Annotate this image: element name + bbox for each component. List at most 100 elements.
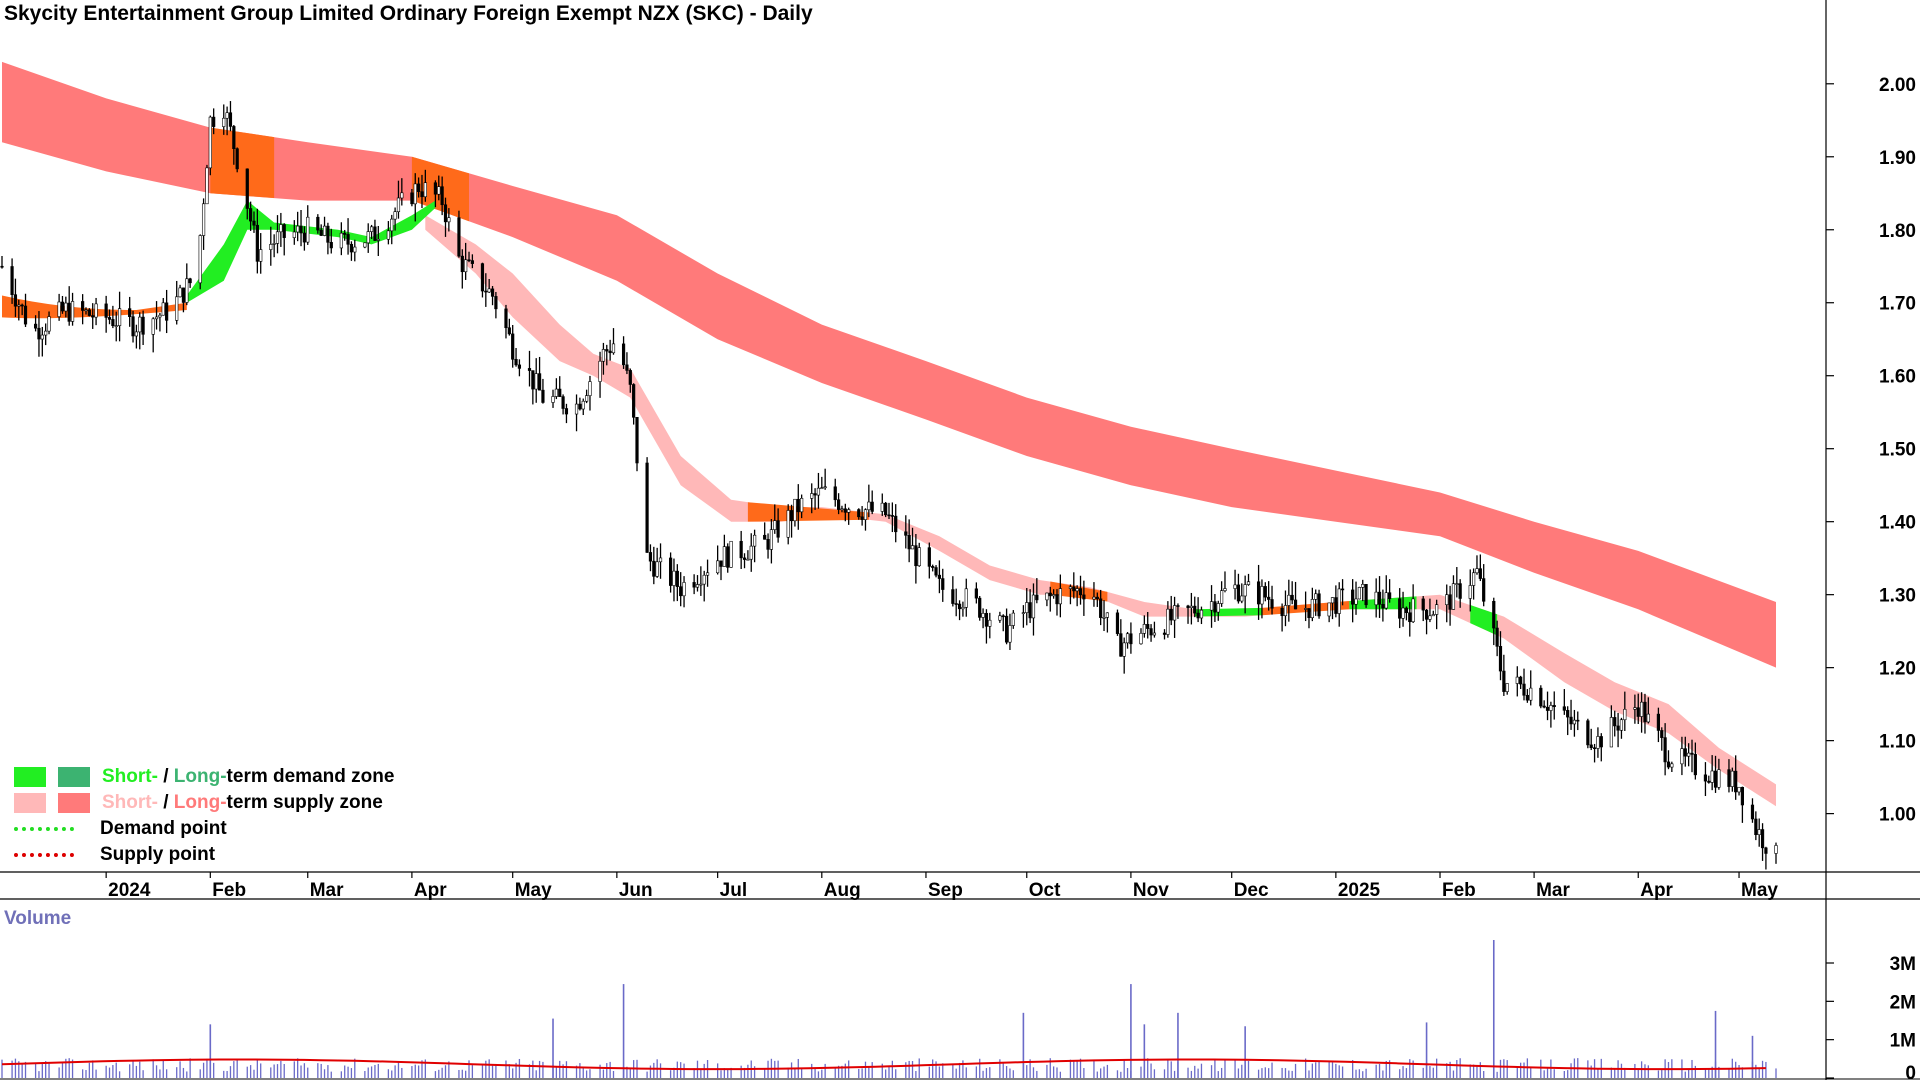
x-tick-label: Apr <box>414 880 447 901</box>
price-candle <box>695 584 700 588</box>
price-candle <box>1240 595 1244 602</box>
price-candle <box>1455 583 1459 585</box>
price-candle <box>1435 604 1439 615</box>
price-candle <box>527 368 532 371</box>
price-candle <box>1703 774 1708 782</box>
price-candle <box>981 613 985 618</box>
price-candle <box>222 117 226 127</box>
price-candle <box>104 303 108 318</box>
price-candle <box>339 232 343 249</box>
y-tick-label: 1.40 <box>1879 513 1916 534</box>
price-candle <box>766 539 770 550</box>
price-candle <box>87 309 91 316</box>
price-candle <box>1478 568 1482 579</box>
price-candle <box>1115 612 1120 634</box>
price-candle <box>1021 612 1025 614</box>
price-candle <box>1424 609 1429 620</box>
price-candle <box>1374 591 1378 606</box>
price-candle <box>158 314 162 318</box>
price-candle <box>1220 590 1224 604</box>
price-candle <box>964 588 968 608</box>
price-candle <box>1663 737 1667 763</box>
price-candle <box>1693 754 1697 776</box>
price-candle <box>504 308 508 329</box>
price-candle <box>1317 593 1321 617</box>
price-candle <box>816 487 821 496</box>
price-candle <box>296 225 300 233</box>
price-candle <box>1354 598 1358 605</box>
legend-demand-text: term demand zone <box>226 766 395 787</box>
price-candle <box>648 552 653 562</box>
chart-title: Skycity Entertainment Group Limited Ordi… <box>4 2 813 25</box>
price-candle <box>894 515 898 533</box>
x-tick-label: Nov <box>1133 880 1169 901</box>
price-candle <box>353 246 357 253</box>
price-candle <box>863 509 868 520</box>
price-candle <box>978 597 982 618</box>
x-tick-label: Mar <box>1536 880 1570 901</box>
price-candle <box>470 260 474 264</box>
price-candle <box>249 208 253 222</box>
supply-point-swatch <box>14 853 74 857</box>
price-candle <box>1589 744 1593 748</box>
legend-supply-zone: Short- / Long-term supply zone <box>14 790 394 816</box>
price-candle <box>867 501 871 511</box>
price-candle <box>23 305 28 325</box>
price-candle <box>91 315 95 318</box>
price-candle <box>1243 584 1247 597</box>
price-candle <box>1572 719 1577 725</box>
price-candle <box>1176 605 1180 607</box>
price-candle <box>228 112 233 127</box>
price-candle <box>33 323 38 329</box>
price-candle <box>1569 716 1573 725</box>
price-candle <box>998 615 1002 621</box>
price-candle <box>692 582 696 588</box>
y-tick-label: 1.00 <box>1879 805 1916 826</box>
price-candle <box>1539 687 1543 707</box>
legend-slash: / <box>157 766 174 787</box>
short-term-demand-zone <box>186 200 436 303</box>
price-candle <box>460 255 464 273</box>
legend-short-label-2: Short- <box>102 792 158 813</box>
short-demand-swatch <box>14 767 46 787</box>
price-candle <box>1078 588 1083 596</box>
price-candle <box>1408 612 1412 623</box>
price-candle <box>84 309 88 312</box>
zone-stripe-2 <box>1050 581 1108 602</box>
price-candle <box>823 486 827 489</box>
zone-stripe-6 <box>1470 605 1498 636</box>
price-candle <box>1377 591 1382 605</box>
price-candle <box>675 570 679 587</box>
price-candle <box>111 319 115 326</box>
price-candle <box>1082 594 1086 600</box>
price-candle <box>578 403 582 410</box>
x-tick-label: Dec <box>1234 880 1269 901</box>
price-candle <box>208 116 212 169</box>
price-candle <box>1401 607 1405 619</box>
price-candle <box>1468 585 1472 599</box>
price-candle <box>786 510 790 538</box>
price-candle <box>1236 584 1241 602</box>
price-candle <box>961 606 965 610</box>
price-candle <box>840 508 844 511</box>
price-candle <box>1613 717 1617 727</box>
early-short-zone <box>2 295 187 319</box>
price-candle <box>252 220 256 226</box>
price-candle <box>417 183 421 192</box>
price-candle <box>1707 780 1711 783</box>
price-candle <box>957 603 962 610</box>
price-candle <box>1552 705 1556 708</box>
price-candle <box>64 302 68 312</box>
price-candle <box>420 191 424 198</box>
price-candle <box>1640 701 1644 717</box>
price-candle <box>1750 804 1755 820</box>
price-candle <box>1398 598 1402 619</box>
price-candle <box>1475 568 1479 574</box>
legend-short-label: Short- <box>102 766 158 787</box>
price-candle <box>1327 602 1331 617</box>
price-candle <box>259 249 263 262</box>
price-candle <box>437 186 441 195</box>
price-candle <box>1519 676 1523 685</box>
price-candle <box>1223 588 1227 591</box>
price-candle <box>457 217 461 257</box>
